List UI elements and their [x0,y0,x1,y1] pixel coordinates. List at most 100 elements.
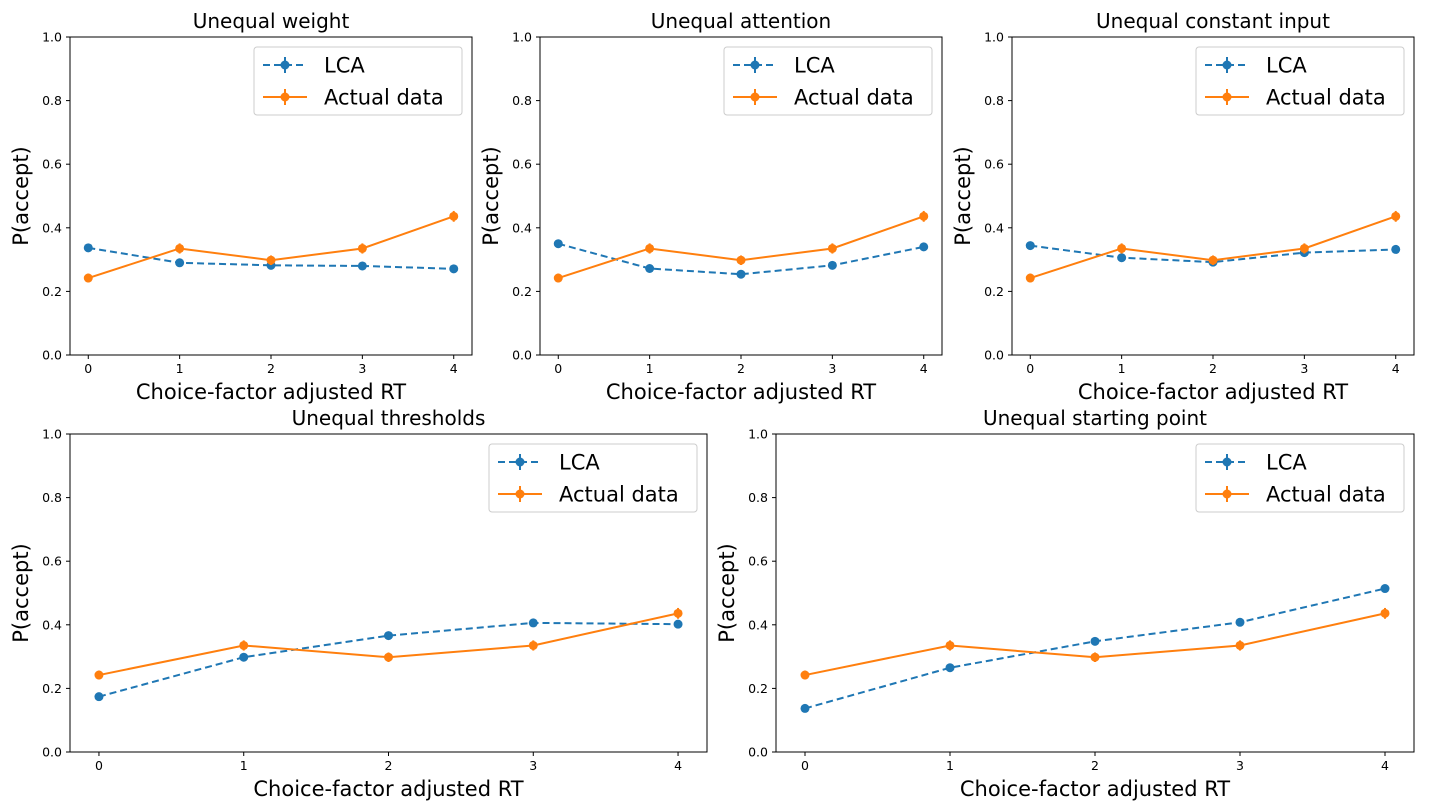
y-axis-label: P(accept) [951,146,975,246]
data-point [1117,253,1127,263]
data-point [827,243,837,253]
data-point [553,239,563,249]
data-point [83,273,93,283]
legend-handle-marker [515,489,525,499]
x-axis-label: Choice-factor adjusted RT [1078,380,1348,404]
data-point [94,670,104,680]
x-tick-label: 1 [176,361,184,376]
x-tick-label: 1 [1118,361,1126,376]
data-point [239,640,249,650]
x-tick-label: 3 [529,758,537,773]
data-point [800,703,810,713]
series-lca [94,618,683,702]
data-point [1208,255,1218,265]
y-axis-label: P(accept) [715,543,739,643]
chart-panel-3: Unequal constant input 0.0 0.2 0.4 0.6 0.8 1.0… [951,9,1415,404]
legend-label: Actual data [559,483,679,507]
x-tick-label: 2 [1209,361,1217,376]
legend-label: LCA [559,451,600,475]
chart-title: Unequal constant input [1096,9,1330,33]
series-actual-data [800,607,1390,680]
legend: LCA Actual data [723,46,933,116]
data-point [239,652,249,662]
x-tick-label: 3 [828,361,836,376]
x-tick-label: 0 [801,758,809,773]
y-tick-label: 0.2 [42,681,62,696]
series-lca [553,239,929,279]
legend: LCA Actual data [488,443,698,513]
series-line [558,242,924,276]
legend-label: Actual data [794,86,914,110]
y-tick-label: 0.6 [984,157,1004,172]
legend: LCA Actual data [1195,443,1405,513]
legend-label: LCA [794,54,835,78]
data-point [1117,243,1127,253]
data-point [1380,608,1390,618]
y-tick-label: 0.8 [42,93,62,108]
y-tick-label: 0.6 [42,554,62,569]
x-tick-label: 0 [1026,361,1034,376]
y-tick-label: 0.8 [512,93,532,108]
plot-frame [69,36,473,356]
legend-handle-marker [750,60,760,70]
plot-frame [69,433,708,753]
x-tick-label: 4 [450,361,458,376]
chart-panel-2: Unequal attention 0.0 0.2 0.4 0.6 0.8 1.0 0 1 2 3 4… [479,9,943,404]
legend: LCA Actual data [1195,46,1405,116]
series-actual-data [553,210,929,283]
data-point [1391,244,1401,254]
chart-title: Unequal weight [193,9,350,33]
y-tick-label: 1.0 [512,30,532,45]
x-tick-label: 4 [1381,758,1389,773]
y-tick-label: 1.0 [748,427,768,442]
y-tick-label: 0.0 [984,348,1004,363]
data-point [357,243,367,253]
y-tick-label: 0.2 [512,284,532,299]
x-axis-label: Choice-factor adjusted RT [960,777,1230,801]
legend-label: LCA [1266,54,1307,78]
data-point [919,242,929,252]
y-axis-label: P(accept) [9,543,33,643]
x-tick-label: 4 [920,361,928,376]
data-point [736,269,746,279]
y-tick-label: 0.0 [748,745,768,760]
legend: LCA Actual data [253,46,463,116]
data-point [1235,640,1245,650]
data-point [1090,636,1100,646]
series-actual-data [1025,210,1401,283]
data-point [800,670,810,680]
data-point [94,692,104,702]
series-line [804,587,1386,710]
x-tick-label: 0 [554,361,562,376]
data-point [357,261,367,271]
legend-label: Actual data [1266,86,1386,110]
series-actual-data [83,210,459,283]
data-point [1391,211,1401,221]
legend-label: Actual data [1266,483,1386,507]
data-point [827,260,837,270]
data-point [1090,652,1100,662]
data-point [673,619,683,629]
series-line [98,621,679,698]
data-point [528,618,538,628]
chart-panel-4: Unequal thresholds 0.0 0.2 0.4 0.6 0.8 1.0 0 1 2 3… [9,406,708,801]
series-lca [800,584,1390,713]
x-tick-label: 2 [385,758,393,773]
x-tick-label: 3 [358,361,366,376]
data-point [1235,617,1245,627]
data-point [645,243,655,253]
data-point [449,264,459,274]
data-point [736,255,746,265]
legend-handle-marker [515,457,525,467]
data-point [553,273,563,283]
legend-handle-marker [750,92,760,102]
legend-handle-marker [1222,457,1232,467]
data-point [1025,241,1035,251]
chart-panel-5: Unequal starting point 0.0 0.2 0.4 0.6 0.8 1.0… [715,406,1415,801]
data-point [528,640,538,650]
x-tick-label: 1 [646,361,654,376]
legend-label: LCA [1266,451,1307,475]
legend-handle-marker [280,92,290,102]
y-tick-label: 1.0 [42,30,62,45]
chart-title: Unequal attention [651,9,831,33]
